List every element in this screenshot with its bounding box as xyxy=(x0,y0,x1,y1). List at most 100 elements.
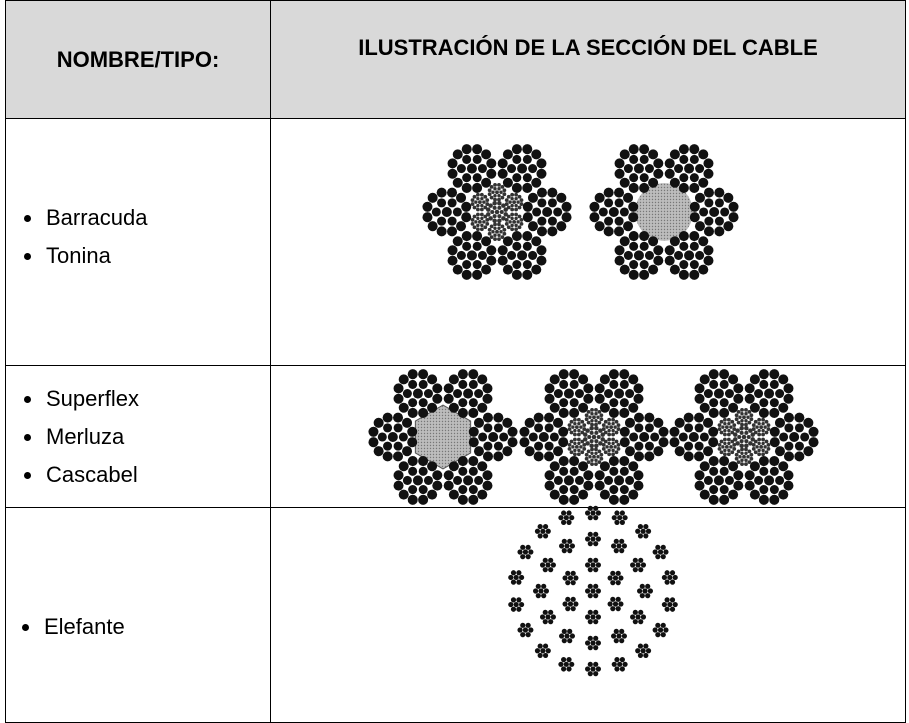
wire xyxy=(422,212,433,223)
wire xyxy=(538,431,549,443)
wire xyxy=(744,383,755,394)
wire xyxy=(587,531,593,537)
wire xyxy=(582,443,587,447)
wire xyxy=(583,383,594,394)
wire xyxy=(468,485,478,495)
wire xyxy=(567,575,574,581)
wire xyxy=(584,452,589,457)
wire xyxy=(619,379,629,389)
wire xyxy=(573,437,577,442)
wire xyxy=(611,417,615,422)
wire xyxy=(569,450,574,455)
wire xyxy=(489,184,494,189)
wire xyxy=(525,632,531,638)
wire xyxy=(619,510,625,516)
wire xyxy=(592,454,596,459)
wire xyxy=(753,439,758,444)
wire xyxy=(605,445,609,449)
wire xyxy=(590,447,594,452)
wire xyxy=(470,202,475,206)
wire xyxy=(610,606,616,612)
wire xyxy=(522,212,533,223)
wire xyxy=(632,557,638,563)
wire xyxy=(723,421,727,426)
wire xyxy=(694,383,705,394)
wire xyxy=(448,374,459,385)
wire xyxy=(719,398,729,408)
wire xyxy=(667,601,673,608)
wire xyxy=(500,224,505,229)
wire xyxy=(447,216,457,226)
wire xyxy=(610,596,616,602)
wire xyxy=(726,452,731,457)
wire xyxy=(569,515,575,521)
wire xyxy=(614,216,624,226)
wire xyxy=(487,227,492,232)
wire xyxy=(708,426,719,437)
wire xyxy=(717,423,722,428)
wire xyxy=(463,388,474,399)
wire xyxy=(393,423,403,433)
wire xyxy=(566,657,572,663)
wire xyxy=(749,461,760,472)
name-item: Merluza xyxy=(44,418,139,456)
wire xyxy=(586,409,591,414)
wire xyxy=(727,421,731,426)
wire xyxy=(570,596,576,602)
wire xyxy=(689,182,700,193)
wire xyxy=(609,379,619,389)
wire xyxy=(485,202,490,206)
wire xyxy=(558,661,564,667)
wire xyxy=(603,430,608,435)
wire xyxy=(584,456,589,461)
wire xyxy=(608,456,619,467)
wire xyxy=(678,432,688,442)
wire xyxy=(486,158,497,169)
wire xyxy=(734,456,739,461)
wire xyxy=(542,206,553,218)
wire xyxy=(497,187,501,191)
wire xyxy=(703,158,714,169)
wire xyxy=(589,430,594,435)
wire xyxy=(514,216,518,221)
wire xyxy=(522,231,533,242)
wire xyxy=(628,182,639,193)
wire xyxy=(709,485,719,495)
wire xyxy=(629,241,639,251)
wire xyxy=(564,633,570,639)
wire xyxy=(769,398,779,408)
wire xyxy=(485,218,490,222)
wire xyxy=(412,388,423,399)
wire xyxy=(629,432,639,442)
wire xyxy=(519,221,524,226)
wire xyxy=(724,389,734,399)
wire xyxy=(615,606,621,612)
wire xyxy=(607,437,612,442)
wire xyxy=(703,245,714,256)
wire xyxy=(462,260,472,270)
wire xyxy=(619,177,630,188)
wire xyxy=(533,588,539,594)
wire xyxy=(519,202,524,206)
wire xyxy=(565,570,571,576)
wire xyxy=(520,554,526,560)
wire xyxy=(727,441,731,446)
wire xyxy=(500,235,505,240)
wire xyxy=(422,201,433,212)
wire xyxy=(597,449,602,454)
wire xyxy=(744,407,748,412)
wire xyxy=(594,458,598,462)
wire xyxy=(749,402,760,413)
wire xyxy=(407,369,418,380)
wire xyxy=(510,223,514,228)
wire xyxy=(703,389,713,399)
wire xyxy=(744,480,755,491)
wire xyxy=(614,388,625,399)
wire xyxy=(514,212,518,217)
wire xyxy=(472,214,477,219)
wire xyxy=(550,562,556,568)
wire xyxy=(503,207,508,212)
wire xyxy=(619,437,630,448)
wire xyxy=(506,225,511,230)
